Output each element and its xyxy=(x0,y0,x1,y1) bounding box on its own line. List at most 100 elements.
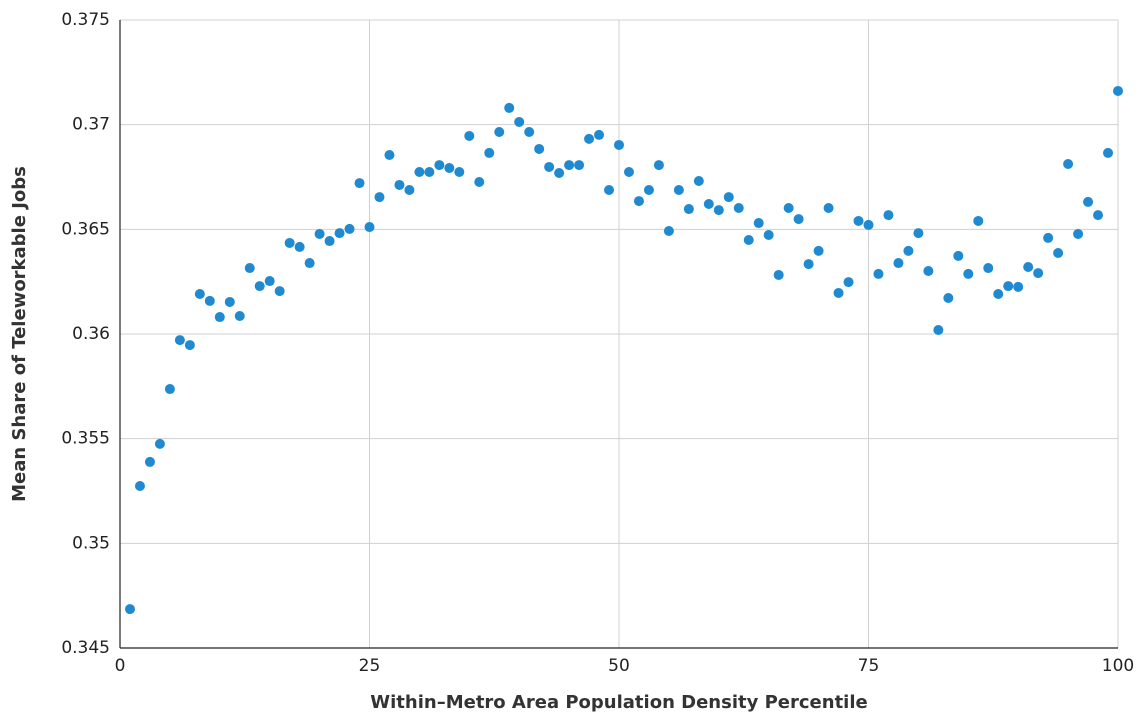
y-tick-label: 0.345 xyxy=(61,638,110,658)
point xyxy=(623,166,634,177)
point xyxy=(584,133,595,144)
point xyxy=(693,175,704,186)
point xyxy=(594,129,605,140)
point xyxy=(813,245,824,256)
x-tick-label: 100 xyxy=(1102,656,1134,676)
point xyxy=(564,160,575,171)
point xyxy=(464,130,475,141)
point xyxy=(494,126,505,137)
point xyxy=(454,166,465,177)
point xyxy=(1063,159,1074,170)
point xyxy=(554,168,565,179)
point xyxy=(384,150,395,161)
point xyxy=(1003,281,1014,292)
point xyxy=(614,139,624,150)
point xyxy=(793,214,804,225)
point xyxy=(683,204,694,215)
point xyxy=(534,143,545,154)
point xyxy=(1053,247,1064,258)
point xyxy=(853,215,864,226)
point xyxy=(743,235,754,246)
point xyxy=(983,263,994,274)
point xyxy=(294,241,305,252)
point xyxy=(544,161,555,172)
point xyxy=(943,292,954,303)
point xyxy=(653,160,664,171)
point xyxy=(1073,228,1084,239)
point xyxy=(484,147,495,158)
point xyxy=(1103,147,1114,158)
point xyxy=(314,228,325,239)
y-tick-label: 0.37 xyxy=(72,115,110,135)
point xyxy=(284,237,295,248)
point xyxy=(1013,281,1024,292)
point xyxy=(604,184,615,195)
point xyxy=(773,269,784,280)
point xyxy=(763,229,774,240)
point xyxy=(134,480,145,491)
x-tick-label: 0 xyxy=(115,656,126,676)
point xyxy=(234,310,245,321)
point xyxy=(733,202,744,213)
point xyxy=(753,218,764,229)
point xyxy=(334,228,345,239)
y-tick-label: 0.365 xyxy=(61,219,110,239)
point xyxy=(354,178,365,189)
point xyxy=(783,202,794,213)
point xyxy=(863,219,874,230)
point xyxy=(873,268,884,279)
point xyxy=(174,335,185,346)
point xyxy=(214,312,225,323)
point xyxy=(424,166,435,177)
point xyxy=(993,289,1004,300)
point xyxy=(204,295,215,306)
point xyxy=(344,223,355,234)
point xyxy=(524,126,535,137)
point xyxy=(673,184,684,195)
point xyxy=(474,177,485,188)
point xyxy=(973,215,984,226)
point xyxy=(633,196,644,207)
y-tick-label: 0.355 xyxy=(61,429,110,449)
point xyxy=(723,192,734,203)
point xyxy=(164,384,175,395)
point xyxy=(1093,210,1104,221)
point xyxy=(154,438,165,449)
point xyxy=(504,102,515,113)
point xyxy=(264,276,275,287)
point xyxy=(124,604,135,615)
point xyxy=(324,236,335,247)
point xyxy=(184,340,195,351)
y-axis-title: Mean Share of Teleworkable Jobs xyxy=(9,166,30,502)
point xyxy=(364,222,375,233)
point xyxy=(274,286,285,297)
point xyxy=(1023,262,1034,273)
point xyxy=(823,202,834,213)
y-tick-label: 0.36 xyxy=(72,324,110,344)
point xyxy=(1113,85,1123,96)
point xyxy=(244,263,255,274)
point xyxy=(574,160,585,171)
point xyxy=(713,205,724,216)
y-tick-label: 0.375 xyxy=(61,10,110,30)
point xyxy=(374,192,385,203)
point xyxy=(514,116,525,127)
x-axis-title: Within–Metro Area Population Density Per… xyxy=(370,692,867,713)
point xyxy=(933,325,944,336)
point xyxy=(953,250,964,261)
point xyxy=(304,258,315,269)
point xyxy=(963,268,974,279)
point xyxy=(843,277,854,288)
point xyxy=(883,210,894,221)
point xyxy=(833,287,844,298)
x-tick-label: 50 xyxy=(608,656,630,676)
point xyxy=(1083,196,1094,207)
point xyxy=(803,259,814,270)
point xyxy=(923,265,934,276)
point xyxy=(224,296,235,307)
point xyxy=(194,289,205,300)
point xyxy=(903,245,914,256)
point xyxy=(254,281,265,292)
point xyxy=(703,199,714,210)
